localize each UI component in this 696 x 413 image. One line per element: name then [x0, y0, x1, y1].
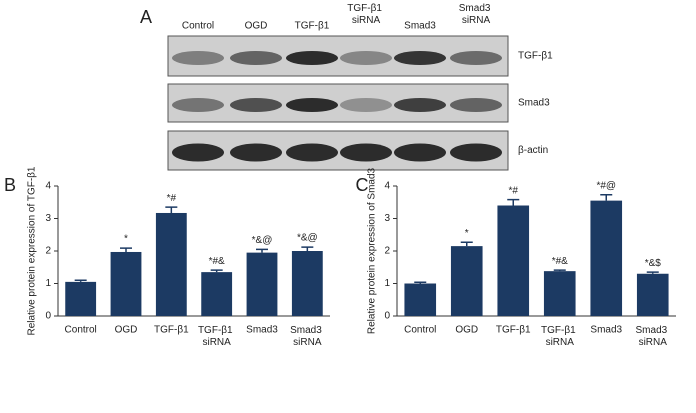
bar — [590, 200, 623, 316]
error-bar — [74, 279, 87, 282]
x-tick-label: OGD — [455, 325, 478, 336]
x-tick-label: Control — [404, 325, 436, 336]
y-axis-label: Relative protein expression of TGF-β1 — [27, 166, 38, 335]
annotation: *#@ — [596, 180, 616, 191]
blot-band — [286, 51, 338, 65]
panel-label: C — [356, 175, 369, 195]
error-bar — [460, 241, 473, 247]
error-bar — [507, 198, 520, 206]
lane-label: Smad3 siRNA — [459, 3, 493, 26]
blot-band — [340, 143, 392, 162]
x-tick-label: Smad3 siRNA — [290, 325, 324, 348]
error-bar — [414, 281, 427, 284]
blot-band — [286, 143, 338, 162]
bar — [246, 252, 278, 316]
error-bar — [600, 194, 613, 201]
blot-band — [340, 98, 392, 112]
error-bar — [256, 248, 268, 253]
x-tick-label: Control — [65, 325, 97, 336]
y-tick-label: 4 — [45, 181, 51, 192]
y-tick-label: 2 — [384, 246, 390, 257]
error-bar — [120, 247, 132, 252]
lane-label: Control — [182, 21, 214, 32]
error-bar — [553, 269, 566, 272]
blot-band — [230, 143, 282, 162]
blot-band — [394, 143, 446, 162]
error-bar — [165, 206, 178, 213]
y-tick-label: 4 — [384, 181, 390, 192]
y-tick-label: 1 — [45, 278, 51, 289]
y-tick-label: 0 — [384, 311, 390, 322]
bar — [291, 251, 323, 316]
blot-band — [230, 98, 282, 112]
lane-label: OGD — [245, 21, 268, 32]
x-tick-label: Smad3 — [590, 325, 622, 336]
x-tick-label: TGF-β1 — [154, 325, 189, 336]
bar — [404, 283, 437, 316]
y-tick-label: 3 — [384, 213, 390, 224]
lane-label: TGF-β1 — [295, 21, 330, 32]
blot-band — [450, 51, 502, 65]
panel-label: B — [4, 175, 16, 195]
blot-band — [286, 98, 338, 112]
bar — [497, 205, 530, 316]
y-axis-label: Relative protein expression of Smad3 — [367, 167, 378, 334]
bar — [110, 251, 142, 316]
bar — [543, 271, 576, 316]
lane-label: Smad3 — [404, 21, 436, 32]
annotation: *&@ — [297, 233, 318, 244]
bar — [201, 272, 233, 316]
blot-band — [172, 98, 224, 112]
blot-band — [450, 143, 502, 162]
x-tick-label: TGF-β1 siRNA — [198, 325, 235, 348]
blot-band — [450, 98, 502, 112]
annotation: *&@ — [252, 235, 273, 246]
annotation: *# — [509, 185, 519, 196]
row-label: TGF-β1 — [518, 51, 553, 62]
y-tick-label: 0 — [45, 311, 51, 322]
y-tick-label: 2 — [45, 246, 51, 257]
y-tick-label: 3 — [45, 213, 51, 224]
bar — [65, 281, 97, 316]
x-tick-label: TGF-β1 — [496, 325, 531, 336]
blot-band — [340, 51, 392, 65]
bar — [155, 212, 187, 316]
x-tick-label: TGF-β1 siRNA — [541, 325, 578, 348]
blot-band — [394, 98, 446, 112]
blot-band — [394, 51, 446, 65]
row-label: Smad3 — [518, 98, 550, 109]
error-bar — [210, 269, 223, 273]
panel-label: A — [140, 7, 152, 27]
annotation: *#& — [552, 256, 568, 267]
annotation: *#& — [209, 256, 225, 267]
blot-band — [230, 51, 282, 65]
bar — [450, 246, 483, 316]
annotation: *&$ — [645, 258, 662, 269]
row-label: β-actin — [518, 145, 548, 156]
x-tick-label: Smad3 — [246, 325, 278, 336]
x-tick-label: OGD — [115, 325, 138, 336]
error-bar — [646, 271, 659, 274]
bar — [636, 273, 669, 316]
annotation: *# — [167, 193, 177, 204]
lane-label: TGF-β1 siRNA — [347, 3, 384, 26]
error-bar — [301, 246, 314, 251]
x-tick-label: Smad3 siRNA — [636, 325, 670, 348]
blot-band — [172, 51, 224, 65]
annotation: * — [465, 228, 469, 239]
annotation: * — [124, 234, 128, 245]
blot-band — [172, 143, 224, 162]
y-tick-label: 1 — [384, 278, 390, 289]
